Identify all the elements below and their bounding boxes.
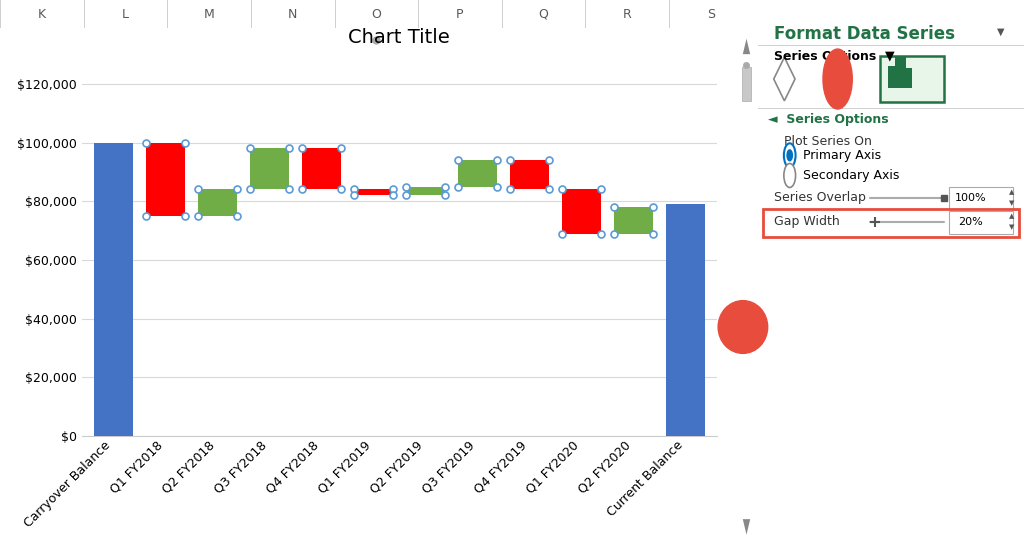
Text: 2: 2 bbox=[737, 319, 749, 335]
Bar bbox=[510, 160, 549, 190]
Text: Plot Series On: Plot Series On bbox=[784, 135, 872, 148]
Bar bbox=[888, 66, 899, 88]
Bar bbox=[758, 45, 1024, 46]
Bar bbox=[562, 190, 601, 233]
Text: P: P bbox=[457, 8, 464, 21]
Text: Secondary Axis: Secondary Axis bbox=[803, 169, 899, 182]
Text: Series Options  ▼: Series Options ▼ bbox=[774, 50, 894, 63]
Text: 1: 1 bbox=[834, 72, 842, 86]
Text: S: S bbox=[707, 8, 715, 21]
Text: Q: Q bbox=[539, 8, 549, 21]
Bar bbox=[145, 143, 184, 216]
Circle shape bbox=[783, 143, 796, 167]
Text: ◄  Series Options: ◄ Series Options bbox=[768, 113, 889, 126]
Text: M: M bbox=[204, 8, 214, 21]
Bar bbox=[949, 187, 1014, 210]
Circle shape bbox=[787, 150, 793, 161]
Text: Format Data Series: Format Data Series bbox=[774, 25, 954, 43]
Bar bbox=[250, 148, 289, 190]
Text: 20%: 20% bbox=[958, 217, 983, 227]
Text: N: N bbox=[288, 8, 297, 21]
Polygon shape bbox=[742, 519, 751, 535]
Bar bbox=[354, 190, 393, 195]
Text: ▼: ▼ bbox=[1010, 200, 1015, 207]
Bar bbox=[758, 108, 1024, 109]
Bar bbox=[741, 67, 752, 101]
Text: K: K bbox=[38, 8, 46, 21]
Text: ▲: ▲ bbox=[1010, 189, 1015, 196]
Bar bbox=[901, 68, 912, 88]
Bar bbox=[458, 160, 497, 186]
Text: Series Overlap: Series Overlap bbox=[774, 191, 865, 204]
Text: O: O bbox=[372, 8, 381, 21]
Text: ▼: ▼ bbox=[997, 27, 1005, 37]
Bar bbox=[614, 207, 653, 233]
Polygon shape bbox=[742, 39, 751, 54]
Text: R: R bbox=[623, 8, 632, 21]
Bar bbox=[406, 186, 444, 195]
Text: ▼: ▼ bbox=[1010, 224, 1015, 231]
Text: L: L bbox=[122, 8, 129, 21]
Bar bbox=[881, 56, 944, 102]
Text: ▲: ▲ bbox=[1010, 213, 1015, 220]
Circle shape bbox=[718, 301, 768, 353]
Circle shape bbox=[823, 49, 852, 109]
Bar bbox=[198, 190, 237, 216]
Circle shape bbox=[783, 164, 796, 187]
Bar bbox=[895, 56, 905, 88]
Text: Gap Width: Gap Width bbox=[774, 215, 840, 228]
Text: 100%: 100% bbox=[955, 193, 986, 203]
Bar bbox=[666, 204, 706, 436]
Bar bbox=[93, 143, 133, 436]
Bar bbox=[763, 209, 1019, 237]
Title: Chart Title: Chart Title bbox=[348, 28, 451, 47]
Bar bbox=[302, 148, 341, 190]
Text: Primary Axis: Primary Axis bbox=[803, 149, 881, 162]
Bar bbox=[949, 211, 1014, 234]
